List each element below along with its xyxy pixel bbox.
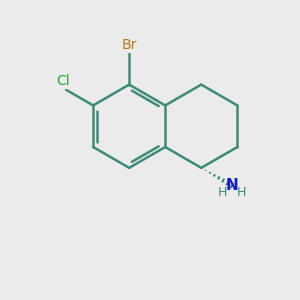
Text: Cl: Cl — [56, 74, 70, 88]
Text: N: N — [226, 178, 238, 193]
Text: Br: Br — [122, 38, 137, 52]
Text: H: H — [237, 186, 246, 199]
Text: H: H — [218, 186, 227, 199]
